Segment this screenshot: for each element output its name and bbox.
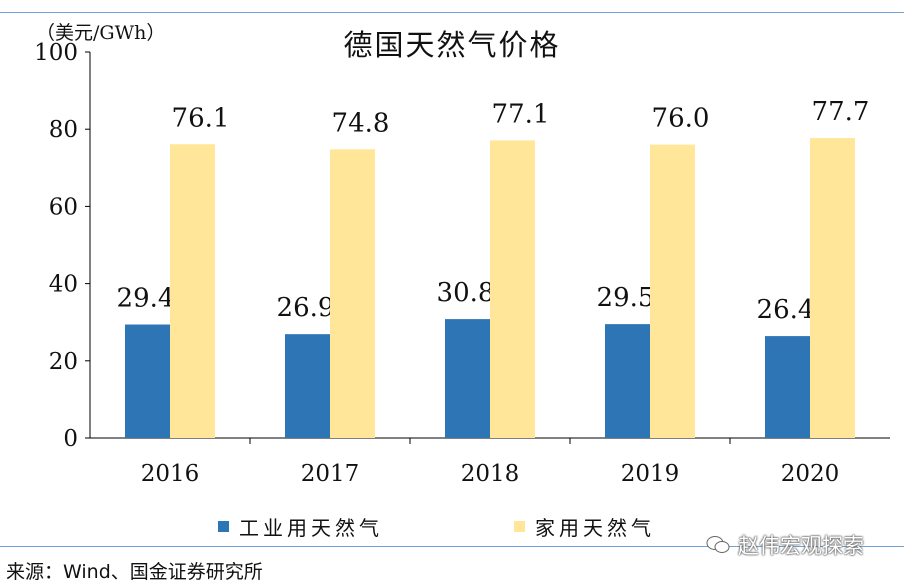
y-tick-label: 100	[34, 40, 78, 66]
y-tick-label: 80	[49, 117, 78, 143]
data-label-industrial: 26.9	[277, 293, 335, 323]
bar-chart: 0 20 40 60 80 100 2016 29.4 76.1 2017 26.9 74.8 2018…	[34, 40, 890, 487]
data-label-household: 76.1	[172, 103, 230, 133]
data-label-industrial: 29.4	[117, 284, 175, 314]
data-label-industrial: 26.4	[757, 295, 815, 325]
legend-label-household: 家用天然气	[535, 516, 655, 540]
legend-swatch-industrial	[218, 521, 229, 532]
bottom-rule	[0, 546, 904, 547]
bar-household	[170, 144, 215, 438]
bar-industrial	[605, 324, 650, 438]
data-label-household: 77.7	[812, 97, 870, 127]
legend-item-industrial: 工业用天然气	[218, 512, 383, 541]
wechat-icon	[706, 536, 730, 553]
y-tick-label: 0	[63, 426, 78, 452]
bar-household	[490, 140, 535, 439]
bar-household	[330, 149, 375, 438]
y-tick-label: 60	[49, 194, 78, 220]
y-tick-label: 20	[49, 349, 78, 375]
bar-household	[810, 138, 855, 438]
watermark-text: 赵伟宏观探索	[738, 534, 864, 558]
data-label-household: 76.0	[652, 104, 710, 134]
y-tick-label: 40	[49, 272, 78, 298]
data-label-industrial: 29.5	[597, 283, 655, 313]
bar-industrial	[765, 336, 810, 438]
legend-item-household: 家用天然气	[514, 512, 655, 541]
x-tick-label: 2018	[461, 461, 520, 487]
bar-industrial	[445, 319, 490, 438]
x-tick-label: 2019	[621, 461, 680, 487]
top-rule	[0, 12, 904, 13]
y-axis-unit-label: （美元/GWh）	[36, 22, 166, 44]
chart-title: 德国天然气价格	[343, 28, 561, 62]
legend-label-industrial: 工业用天然气	[239, 516, 383, 540]
x-tick-label: 2017	[301, 461, 360, 487]
bar-industrial	[285, 334, 330, 438]
bar-industrial	[125, 324, 170, 438]
source-note: 来源：Wind、国金证券研究所	[6, 561, 263, 583]
data-label-industrial: 30.8	[437, 278, 495, 308]
bar-household	[650, 144, 695, 438]
x-tick-label: 2016	[141, 461, 200, 487]
watermark: 赵伟宏观探索	[706, 530, 864, 560]
legend-swatch-household	[514, 521, 525, 532]
data-label-household: 74.8	[332, 108, 390, 138]
data-label-household: 77.1	[492, 99, 550, 129]
x-tick-label: 2020	[781, 461, 840, 487]
